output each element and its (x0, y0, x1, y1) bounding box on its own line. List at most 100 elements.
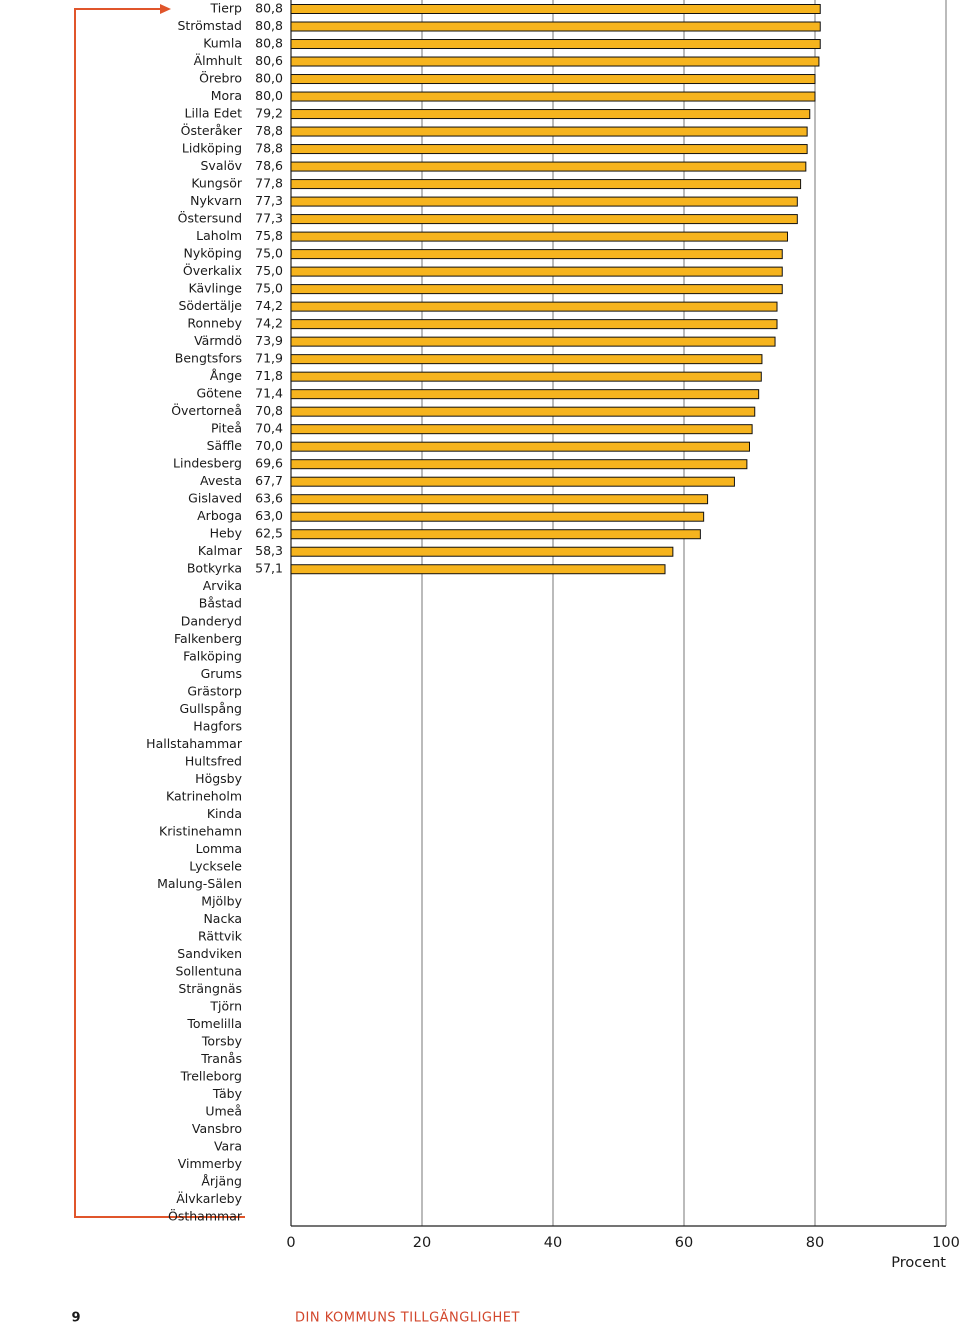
value-label: 79,2 (255, 106, 283, 121)
value-label: 57,1 (255, 561, 283, 576)
value-label: 70,0 (255, 438, 283, 453)
bar (290, 476, 735, 487)
value-label: 75,0 (255, 246, 283, 261)
value-label: 58,3 (255, 543, 283, 558)
bar (290, 441, 750, 452)
bar (290, 231, 788, 242)
bar (290, 179, 802, 190)
category-label: Värmdö (194, 333, 242, 348)
bar (290, 39, 821, 50)
value-label: 74,2 (255, 316, 283, 331)
category-label: Ånge (210, 368, 242, 383)
value-label: 80,0 (255, 88, 283, 103)
bar (290, 371, 762, 382)
value-label: 80,6 (255, 53, 283, 68)
category-label: Avesta (200, 473, 242, 488)
value-label: 71,9 (255, 351, 283, 366)
category-label: Kalmar (198, 543, 243, 558)
value-label: 77,3 (255, 211, 283, 226)
category-label: Vimmerby (178, 1156, 243, 1171)
bar (290, 126, 808, 137)
bar (290, 459, 748, 470)
category-label: Nykvarn (190, 193, 242, 208)
value-label: 75,0 (255, 263, 283, 278)
bar (290, 21, 821, 32)
category-label: Tranås (200, 1051, 242, 1066)
category-label: Sandviken (177, 946, 242, 961)
category-label: Älvkarleby (176, 1191, 242, 1206)
category-label: Tomelilla (186, 1016, 242, 1031)
value-label: 67,7 (255, 473, 283, 488)
category-label: Hagfors (193, 718, 242, 733)
category-label: Örebro (199, 70, 242, 86)
category-label: Gullspång (179, 701, 242, 716)
category-label: Östersund (178, 210, 242, 226)
category-label: Vara (214, 1138, 242, 1153)
category-label: Båstad (199, 596, 242, 611)
category-label: Götene (196, 386, 242, 401)
bar (290, 161, 807, 172)
category-label: Katrineholm (166, 788, 242, 803)
category-label: Årjäng (201, 1173, 242, 1188)
bar (290, 4, 821, 14)
bar (290, 74, 816, 85)
x-tick-label: 0 (286, 1235, 295, 1251)
category-label: Tierp (210, 1, 243, 16)
bar (290, 196, 798, 207)
bar (290, 266, 783, 277)
value-label: 80,8 (255, 36, 283, 51)
arrow-line (74, 8, 245, 1218)
category-label: Heby (210, 526, 243, 541)
value-label: 77,3 (255, 193, 283, 208)
value-label: 71,8 (255, 368, 283, 383)
arrow-head (160, 4, 171, 14)
bar (290, 56, 820, 67)
bar (290, 389, 760, 400)
bar (290, 406, 756, 417)
category-label: Grums (201, 666, 242, 681)
category-label: Danderyd (181, 613, 242, 628)
category-label: Överkalix (183, 262, 242, 278)
category-label: Falköping (183, 648, 242, 663)
category-label: Lomma (196, 841, 242, 856)
category-label: Kumla (203, 36, 242, 51)
category-label: Lidköping (182, 141, 242, 156)
category-label: Vansbro (192, 1121, 242, 1136)
bar (290, 249, 783, 260)
category-label: Rättvik (198, 928, 243, 943)
bar (290, 319, 778, 330)
bar (290, 354, 763, 365)
category-label: Arvika (203, 578, 242, 593)
bar (290, 546, 674, 557)
category-label: Österåker (181, 122, 243, 138)
x-tick-label: 40 (544, 1235, 562, 1251)
value-label: 74,2 (255, 298, 283, 313)
category-label: Botkyrka (187, 561, 242, 576)
category-label: Kävlinge (188, 281, 242, 296)
value-label: 77,8 (255, 176, 283, 191)
bar (290, 529, 701, 540)
category-label: Säffle (207, 438, 243, 453)
category-label: Malung-Sälen (157, 876, 242, 891)
category-label: Hultsfred (185, 753, 242, 768)
value-label: 80,8 (255, 18, 283, 33)
category-label: Östhammar (168, 1208, 243, 1224)
category-label: Södertälje (178, 298, 242, 313)
bar (290, 214, 798, 225)
value-label: 80,0 (255, 71, 283, 86)
category-label: Gislaved (188, 491, 242, 506)
category-label: Ronneby (187, 316, 242, 331)
category-label: Piteå (211, 421, 242, 436)
bar (290, 564, 666, 575)
category-label: Nyköping (184, 246, 242, 261)
value-label: 78,8 (255, 123, 283, 138)
value-label: 78,6 (255, 158, 283, 173)
bar (290, 144, 808, 155)
bar (290, 109, 811, 120)
value-label: 73,9 (255, 333, 283, 348)
value-label: 78,8 (255, 141, 283, 156)
value-label: 80,8 (255, 1, 283, 16)
value-label: 71,4 (255, 386, 283, 401)
value-label: 75,8 (255, 228, 283, 243)
